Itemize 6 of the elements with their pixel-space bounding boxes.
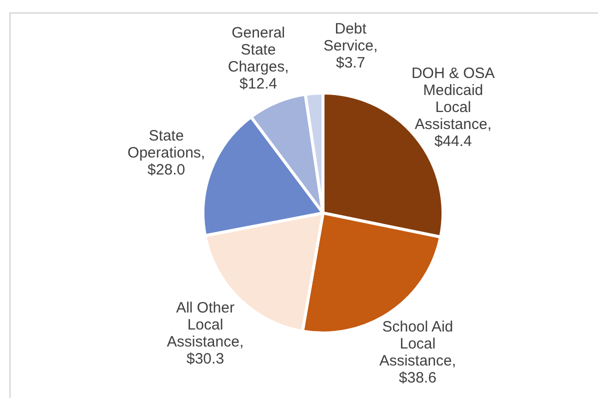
slice-label: School Aid Local Assistance, $38.6	[379, 318, 456, 386]
slice-label: DOH & OSA Medicaid Local Assistance, $44.4	[411, 64, 495, 150]
slice-label: All Other Local Assistance, $30.3	[166, 299, 244, 368]
slice-label: Debt Service, $3.7	[324, 20, 378, 72]
slice-label: General State Charges, $12.4	[228, 24, 289, 93]
slice-label: State Operations, $28.0	[128, 127, 206, 178]
